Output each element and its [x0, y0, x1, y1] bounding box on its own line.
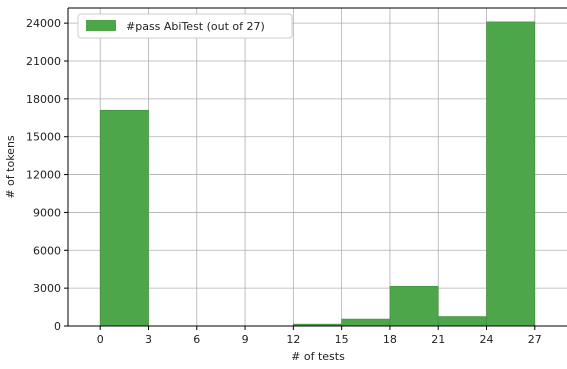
histogram-bar: [486, 21, 536, 327]
y-tick-label: 24000: [26, 17, 61, 30]
y-tick-label: 0: [54, 320, 61, 333]
histogram-bar: [99, 109, 149, 327]
x-tick-label: 24: [480, 333, 494, 346]
legend-swatch: [86, 20, 116, 31]
x-tick-label: 18: [383, 333, 397, 346]
y-axis-label: # of tokens: [4, 135, 17, 199]
y-axis-ticks: 0 3000 6000 9000 12000 15000 18000 21000 24000: [26, 17, 68, 333]
bars-group: [99, 21, 536, 327]
x-tick-label: 6: [193, 333, 200, 346]
x-axis-label: # of tests: [291, 350, 345, 363]
x-tick-label: 27: [528, 333, 542, 346]
x-tick-label: 12: [286, 333, 300, 346]
y-tick-label: 9000: [33, 206, 61, 219]
legend: #pass AbiTest (out of 27): [77, 13, 293, 39]
x-tick-label: 15: [335, 333, 349, 346]
y-tick-label: 21000: [26, 55, 61, 68]
histogram-bar: [389, 285, 439, 327]
histogram-bar: [341, 318, 391, 327]
x-tick-label: 3: [145, 333, 152, 346]
x-axis-ticks: 0 3 6 9 12 15 18 21 24 27: [97, 326, 542, 346]
x-tick-label: 9: [242, 333, 249, 346]
x-tick-label: 0: [97, 333, 104, 346]
y-tick-label: 6000: [33, 244, 61, 257]
x-tick-label: 21: [431, 333, 445, 346]
legend-label: #pass AbiTest (out of 27): [126, 20, 265, 33]
y-tick-label: 12000: [26, 169, 61, 182]
legend-box: [77, 13, 293, 39]
histogram-bar: [437, 316, 487, 327]
y-tick-label: 15000: [26, 131, 61, 144]
y-tick-label: 18000: [26, 93, 61, 106]
y-tick-label: 3000: [33, 282, 61, 295]
